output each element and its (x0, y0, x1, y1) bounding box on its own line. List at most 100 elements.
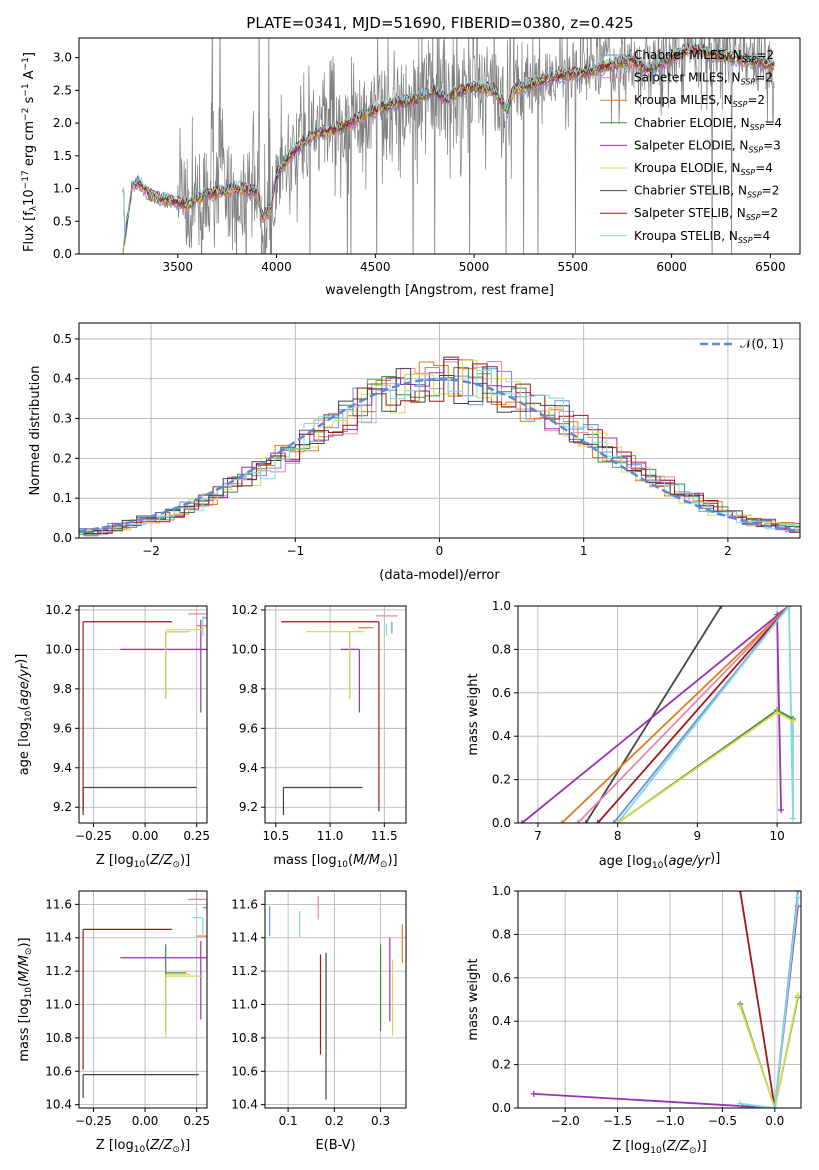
x-tick-label: 11.0 (317, 829, 344, 843)
y-tick-label: 10.0 (231, 642, 258, 656)
y-tick-label: 9.6 (239, 721, 258, 735)
y-tick-label: 10.4 (231, 1098, 258, 1112)
axes-frame (264, 605, 407, 824)
y-tick-label: 1.0 (492, 884, 511, 898)
legend-label: Kroupa MILES, NSSP=2 (634, 93, 765, 109)
y-tick-label: 11.2 (45, 964, 72, 978)
legend-label: Chabrier ELODIE, NSSP=4 (634, 116, 782, 132)
x-tick-label: 0.25 (183, 1114, 210, 1128)
x-tick-label: 0 (436, 544, 444, 558)
x-tick-label: 0.00 (132, 829, 159, 843)
y-tick-label: 0.6 (492, 971, 511, 985)
y-tick-label: 11.0 (231, 998, 258, 1012)
y-tick-label: 10.6 (231, 1064, 258, 1078)
y-tick-label: 9.6 (53, 721, 72, 735)
y-tick-label: 11.6 (231, 897, 258, 911)
x-tick-label: −1.5 (603, 1114, 632, 1128)
axis-label: Z [log10(Z/Z⊙)] (96, 853, 190, 870)
series-marker (737, 891, 744, 894)
y-tick-label: 11.0 (45, 998, 72, 1012)
y-tick-label: 0.0 (53, 247, 72, 261)
axes-frame (517, 890, 802, 1109)
histogram-steps (79, 366, 800, 533)
y-tick-label: 0.4 (492, 1014, 511, 1028)
y-tick-label: 11.4 (231, 931, 258, 945)
series-line (561, 606, 790, 823)
x-tick-label: 0.0 (765, 1114, 784, 1128)
series-line (617, 709, 794, 823)
axes-frame (78, 322, 801, 539)
series-marker (610, 820, 617, 823)
y-axis-label: mass weight (466, 958, 481, 1040)
x-tick-label: 0.1 (279, 1114, 298, 1128)
histogram-steps (87, 369, 800, 536)
plot-area (82, 613, 207, 816)
chart-mass-weight-vs-age: 7 8 9 10 0.0 0.2 0.4 0.6 0.8 1.0 age [log10(age/yr… (466, 599, 802, 871)
x-tick-label: −2.0 (551, 1114, 580, 1128)
y-tick-label: 9.4 (53, 761, 72, 775)
y-tick-label: 10.4 (45, 1098, 72, 1112)
legend: Chabrier MILES, NSSP=2 Salpeter MILES, NS… (600, 48, 782, 245)
chart-mass-vs-EBV: 0.1 0.2 0.3 10.4 10.6 10.8 11.0 11.2 11.4 11.6 E(B… (231, 890, 407, 1153)
y-tick-label: 0.2 (492, 773, 511, 787)
x-axis-label: (data-model)/error (379, 568, 500, 583)
axes-frame (264, 890, 407, 1109)
y-tick-label: 0.0 (492, 816, 511, 830)
chart-residuals: −2 −1 0 1 2 0.0 0.1 0.2 0.3 0.4 0.5 𝒩(0, 1) (data-mo… (28, 322, 801, 583)
y-tick-label: 1.5 (53, 149, 72, 163)
y-tick-label: 0.0 (492, 1101, 511, 1115)
x-tick-label: 5500 (558, 260, 589, 274)
axes-frame (517, 605, 802, 824)
axes-frame (78, 37, 801, 255)
axis-label: Z [log10(Z/Z⊙)] (612, 1139, 706, 1156)
legend-label: Chabrier MILES, NSSP=2 (634, 48, 774, 64)
x-tick-label: −0.25 (75, 1114, 112, 1128)
x-tick-label: 2 (724, 544, 732, 558)
axes-frame (78, 605, 208, 824)
y-tick-label: 0.8 (492, 642, 511, 656)
y-tick-label: 3.0 (53, 51, 72, 65)
series-line (597, 606, 790, 823)
axes-frame (78, 890, 208, 1109)
series-line (585, 606, 723, 823)
series-marker (718, 606, 725, 609)
axis-label: age [log10(age/yr)] (599, 851, 721, 871)
series-marker (786, 606, 793, 609)
x-axis-label: wavelength [Angstrom, rest frame] (325, 283, 554, 298)
x-tick-label: 10 (769, 829, 784, 843)
y-tick-label: 0.4 (53, 372, 72, 386)
x-tick-label: 0.3 (371, 1114, 390, 1128)
x-tick-label: 7 (534, 829, 542, 843)
series-marker (614, 820, 621, 823)
normal-curve (79, 377, 800, 533)
x-tick-label: 9 (694, 829, 702, 843)
series-line (521, 606, 790, 823)
series-marker (737, 1003, 744, 1010)
y-tick-label: 0.6 (492, 686, 511, 700)
series-marker (794, 894, 801, 901)
chart-mass-vs-Z: −0.25 0.00 0.25 10.4 10.6 10.8 11.0 11.2 11.4 11.… (17, 890, 210, 1155)
y-axis-label: mass weight (466, 673, 481, 755)
series-marker (790, 815, 797, 822)
x-tick-label: 0.00 (132, 1114, 159, 1128)
axis-label: Z [log10(Z/Z⊙)] (96, 1138, 190, 1155)
series-marker (794, 891, 801, 894)
y-tick-label: 0.0 (53, 531, 72, 545)
x-tick-label: 5000 (459, 260, 490, 274)
axis-label: mass [log10(M/M⊙)] (17, 937, 34, 1061)
y-tick-label: 10.2 (45, 603, 72, 617)
y-tick-label: 0.4 (492, 729, 511, 743)
y-tick-label: 0.2 (53, 451, 72, 465)
x-tick-label: 1 (580, 544, 588, 558)
model-spectrum-line (122, 39, 775, 237)
y-tick-label: 10.2 (231, 603, 258, 617)
series-marker (771, 1105, 778, 1108)
x-tick-label: 6500 (755, 260, 786, 274)
figure-title: PLATE=0341, MJD=51690, FIBERID=0380, z=0… (246, 14, 633, 32)
y-tick-label: 9.2 (239, 800, 258, 814)
y-axis-label: Flux [fλ10−17 erg cm−2 s−1 A−1] (21, 52, 39, 252)
legend-label: Kroupa ELODIE, NSSP=4 (634, 161, 773, 177)
series-marker (574, 820, 581, 823)
x-tick-label: −0.25 (75, 829, 112, 843)
